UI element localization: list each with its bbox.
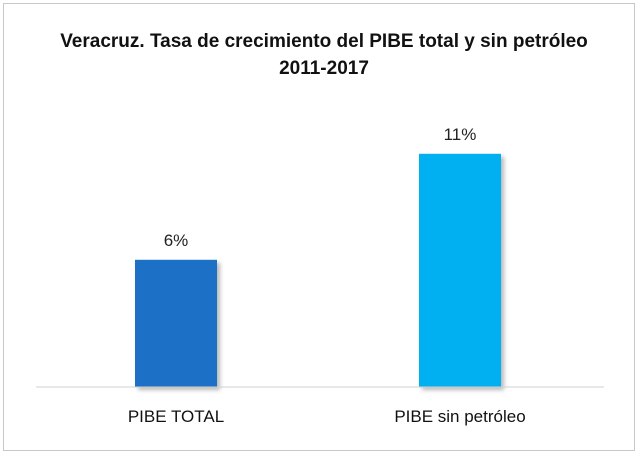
bar-1 <box>135 259 217 387</box>
category-label-1: PIBE TOTAL <box>128 407 224 426</box>
chart-title: Veracruz. Tasa de crecimiento del PIBE t… <box>60 31 588 79</box>
data-label-2: 11% <box>444 125 477 144</box>
bar-2 <box>419 153 501 387</box>
category-label-2: PIBE sin petróleo <box>394 407 525 426</box>
data-label-1: 6% <box>164 231 189 250</box>
chart-frame: Veracruz. Tasa de crecimiento del PIBE t… <box>3 3 635 451</box>
